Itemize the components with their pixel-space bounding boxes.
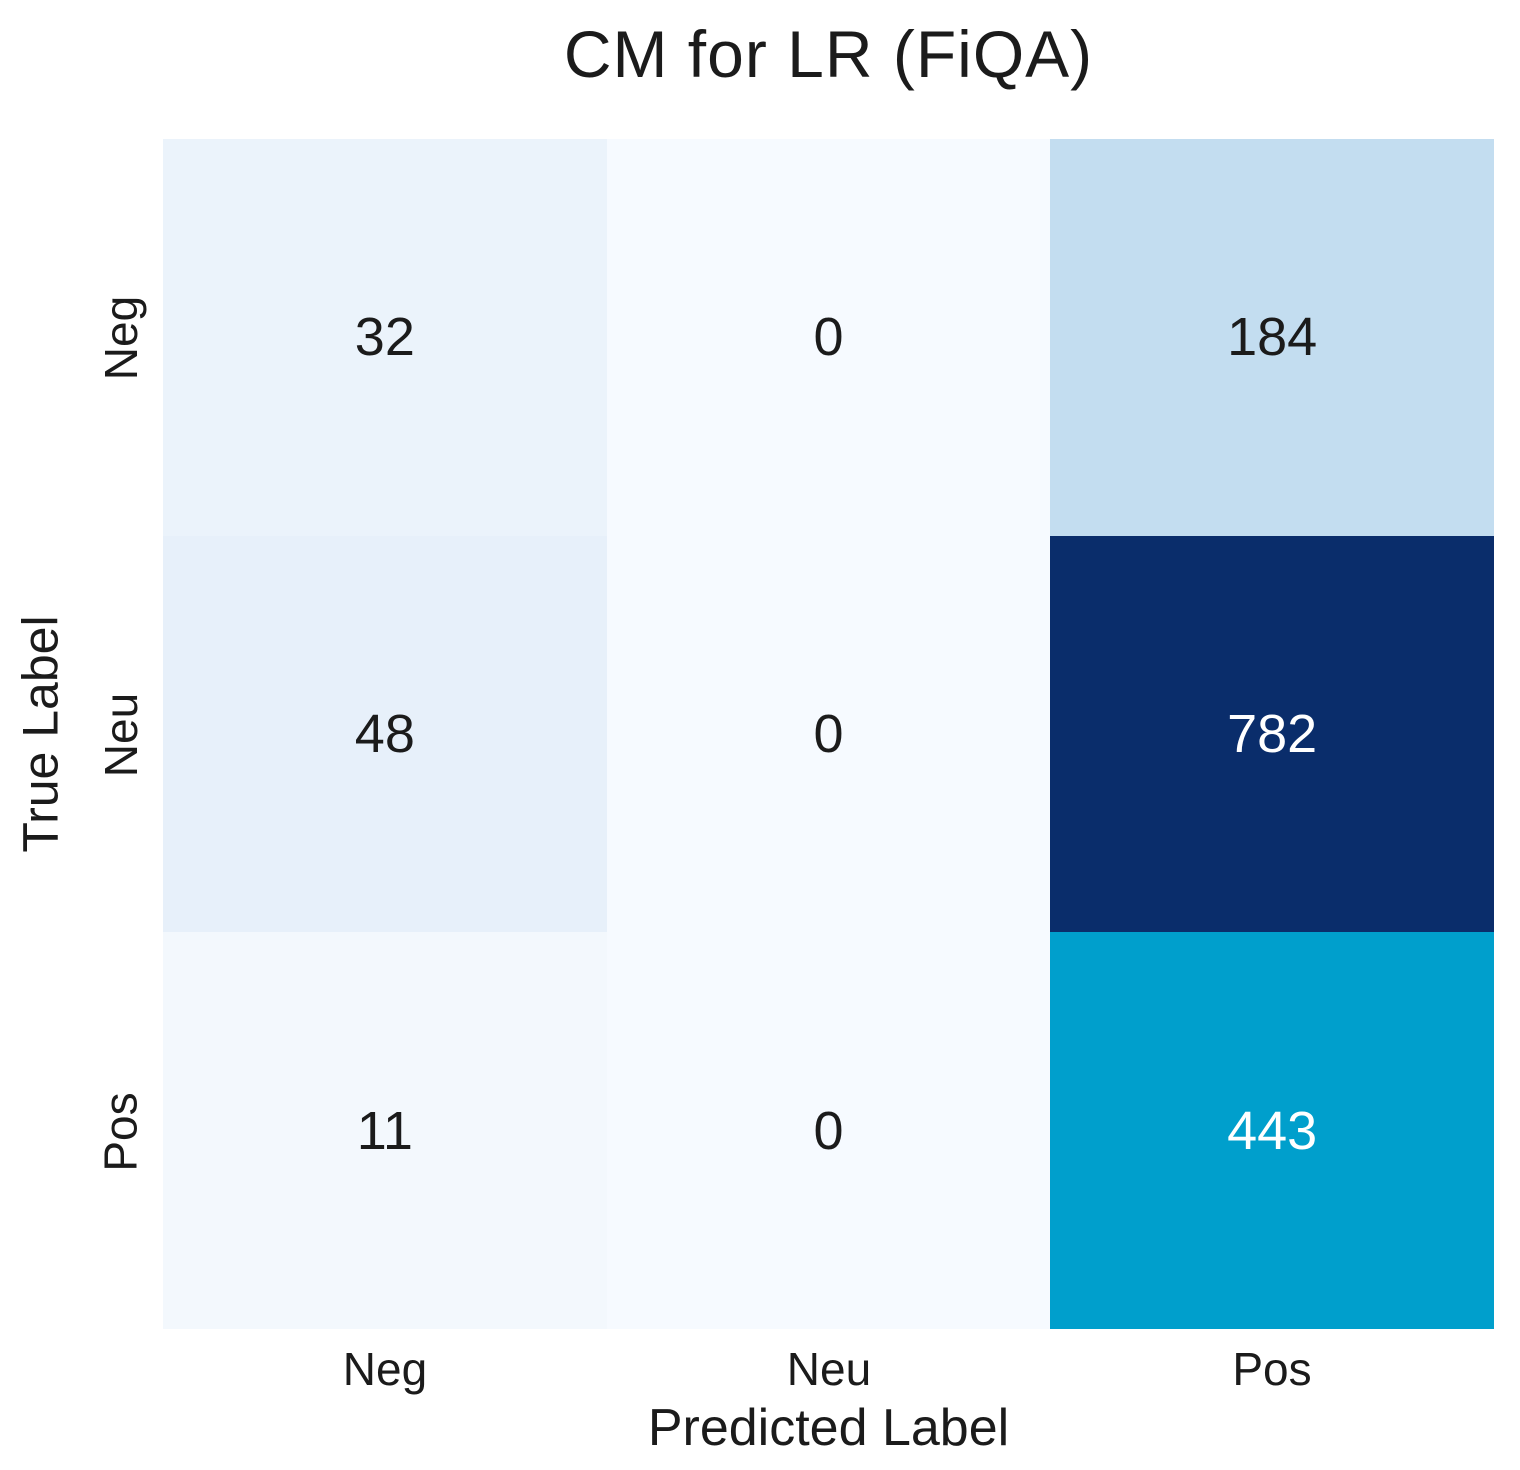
heatmap-cell-neu-pos: 782: [1050, 535, 1494, 933]
cell-value: 48: [354, 703, 415, 764]
cell-value: 32: [354, 307, 415, 368]
y-tick-pos-wrap: Pos: [92, 933, 150, 1330]
confusion-matrix-grid: 32 0 184 48 0 782 11 0 443: [163, 139, 1494, 1329]
cell-value: 443: [1227, 1100, 1318, 1161]
y-axis-label: True Label: [13, 615, 69, 853]
heatmap-cell-neu-neu: 0: [606, 535, 1051, 933]
chart-title: CM for LR (FiQA): [563, 17, 1094, 91]
cell-value: 0: [813, 1100, 844, 1161]
heatmap-cell-pos-pos: 443: [1050, 932, 1494, 1329]
y-tick-neg: Neg: [95, 295, 148, 380]
cell-value: 0: [813, 307, 844, 368]
x-axis-label: Predicted Label: [647, 1399, 1010, 1457]
y-tick-neu: Neu: [95, 692, 148, 777]
y-tick-pos: Pos: [95, 1091, 148, 1172]
cell-value: 11: [356, 1100, 413, 1161]
cell-value: 184: [1227, 307, 1318, 368]
y-axis-label-wrap: True Label: [10, 139, 72, 1329]
x-tick-neu: Neu: [786, 1343, 872, 1395]
heatmap-cell-pos-neg: 11: [163, 932, 607, 1329]
x-tick-pos: Pos: [1232, 1343, 1312, 1395]
heatmap-cell-neg-neu: 0: [606, 139, 1051, 536]
cell-value: 782: [1227, 703, 1318, 764]
x-tick-neg: Neg: [342, 1343, 428, 1395]
heatmap-cell-pos-neu: 0: [606, 932, 1051, 1329]
cell-value: 0: [813, 703, 844, 764]
heatmap-cell-neu-neg: 48: [163, 535, 607, 933]
heatmap-cell-neg-neg: 32: [163, 139, 607, 536]
heatmap-cell-neg-pos: 184: [1050, 139, 1494, 536]
y-tick-neu-wrap: Neu: [92, 536, 150, 933]
y-tick-neg-wrap: Neg: [92, 139, 150, 536]
